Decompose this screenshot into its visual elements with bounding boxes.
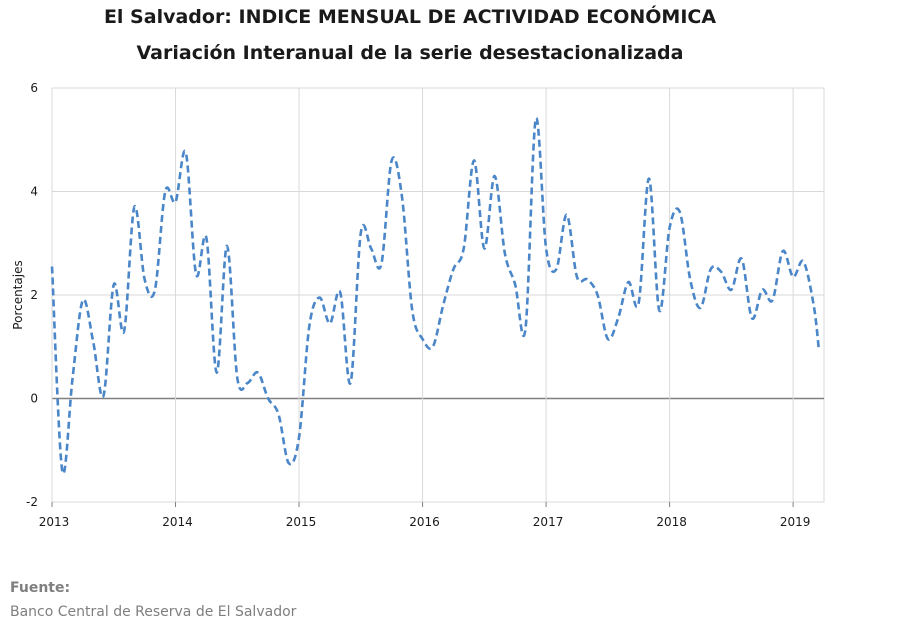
- y-tick-labels: -2 0 2 4 6: [26, 81, 38, 509]
- x-tick-label: 2014: [162, 515, 193, 529]
- y-tick-label: 6: [30, 81, 38, 95]
- source-text: Banco Central de Reserva de El Salvador: [10, 604, 297, 620]
- x-tick-label: 2013: [39, 515, 70, 529]
- chart-subtitle: Variación Interanual de la serie desesta…: [136, 42, 684, 64]
- y-tick-label: -2: [26, 495, 38, 509]
- x-tick-label: 2018: [656, 515, 687, 529]
- x-tick-label: 2015: [286, 515, 317, 529]
- chart-title: El Salvador: INDICE MENSUAL DE ACTIVIDAD…: [103, 6, 717, 28]
- source-label: Fuente:: [10, 580, 71, 596]
- line-chart: -2 0 2 4 6 2013 2014 2015 2016 2017 2018 2019 Porc…: [11, 81, 825, 529]
- y-tick-label: 4: [30, 185, 38, 199]
- x-tick-label: 2019: [780, 515, 811, 529]
- y-axis-label: Porcentajes: [11, 260, 25, 329]
- series-line: [50, 116, 821, 475]
- x-tick-label: 2017: [533, 515, 564, 529]
- grid: [51, 87, 825, 507]
- series-group: [50, 116, 821, 475]
- y-tick-label: 0: [30, 392, 38, 406]
- y-tick-label: 2: [30, 288, 38, 302]
- x-tick-label: 2016: [409, 515, 440, 529]
- x-tick-labels: 2013 2014 2015 2016 2017 2018 2019: [39, 515, 811, 529]
